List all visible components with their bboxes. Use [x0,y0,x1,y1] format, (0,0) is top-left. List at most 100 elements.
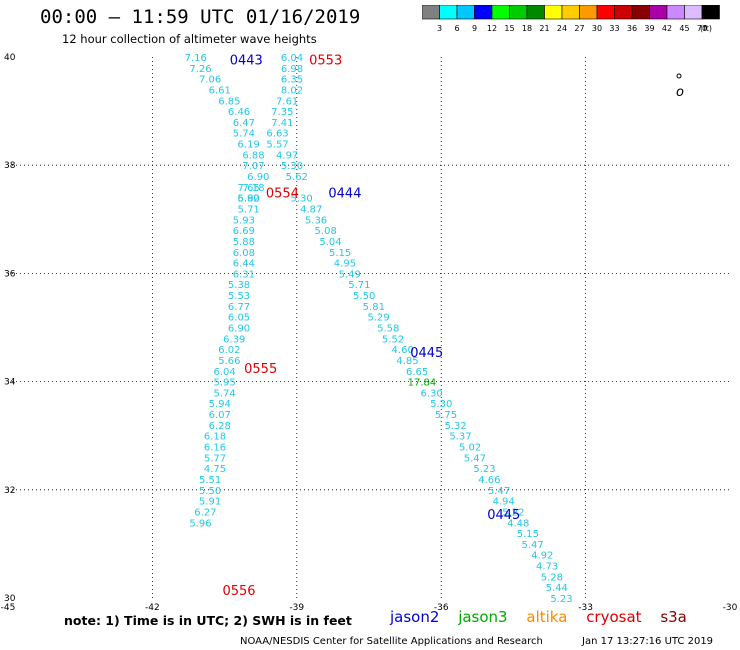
color-scale-label: 33 [609,24,619,33]
swh-value: 5.08 [315,226,337,237]
legend-cryosat: cryosat [586,608,642,626]
swh-value: 5.94 [209,399,231,410]
swh-value: 6.31 [233,269,255,280]
swh-value: 6.07 [209,410,231,421]
swh-value: 17.84 [408,378,437,389]
pass-label: 0445 [487,508,520,523]
color-scale-label: 39 [644,24,654,33]
island-marker: o [676,85,684,100]
swh-value: 5.49 [339,269,361,280]
swh-value: 5.93 [233,215,255,226]
legend-jason3: jason3 [458,608,508,626]
swh-value: 6.19 [238,140,260,151]
swh-value: 4.48 [507,518,529,529]
color-scale-label: 36 [627,24,637,33]
color-scale-label: 15 [504,24,514,33]
swh-value: 5.77 [204,453,226,464]
swh-value: 4.73 [536,562,558,573]
y-tick-label: 32 [4,486,15,496]
swh-value: 6.05 [228,313,250,324]
swh-value: 6.90 [228,324,250,335]
x-tick-label: -39 [289,603,304,613]
x-tick-label: -36 [434,603,449,613]
y-tick-label: 40 [4,53,16,63]
swh-value: 7.41 [271,118,293,129]
x-tick-label: -33 [578,603,593,613]
color-scale-label: 42 [662,24,672,33]
swh-value: 6.88 [242,150,264,161]
legend-s3a: s3a [660,608,687,626]
swh-value: 5.71 [238,204,260,215]
swh-value: 5.15 [329,248,351,259]
swh-value: 6.18 [204,432,226,443]
swh-value: 5.38 [228,280,250,291]
color-scale-label: 12 [487,24,497,33]
swh-value: 5.91 [199,497,221,508]
swh-value: 7.06 [199,75,221,86]
swh-value: 8.02 [281,85,303,96]
swh-value: 7.18 [242,183,264,194]
swh-value: 6.27 [194,507,216,518]
swh-value: 4.66 [478,475,500,486]
swh-value: 6.16 [204,443,226,454]
swh-value: 6.02 [218,345,240,356]
pass-label: 0553 [309,54,342,69]
generated-timestamp: Jan 17 13:27:16 UTC 2019 [582,636,714,647]
swh-value: 6.85 [218,96,240,107]
swh-value: 6.90 [238,194,260,205]
swh-value: 5.28 [541,572,563,583]
swh-value: 7.61 [276,96,298,107]
color-scale-label: 30 [592,24,602,33]
swh-value: 5.62 [286,172,308,183]
swh-value: 5.57 [266,140,288,151]
swh-value: 6.98 [281,64,303,75]
swh-value: 5.32 [445,421,467,432]
chart-title: 00:00 – 11:59 UTC 01/16/2019 [40,6,361,28]
swh-value: 4.75 [204,464,226,475]
swh-value: 4.92 [531,551,553,562]
swh-value: 6.90 [247,172,269,183]
swh-value: 6.35 [281,75,303,86]
swh-value: 5.15 [517,529,539,540]
color-scale-label: 24 [557,24,567,33]
color-scale-label: 3 [437,24,442,33]
swh-value: 6.08 [233,248,255,259]
color-swatch-16 [701,5,720,20]
color-scale-label: 9 [472,24,477,33]
swh-value: 6.39 [223,334,245,345]
x-tick-label: -42 [145,603,160,613]
swh-value: 5.74 [233,129,255,140]
color-scale-bar: 3 6 9 12 15 18 21 24 27 30 33 36 39 42 45 70(ft) [422,5,720,33]
swh-value: 4.60 [392,345,414,356]
swh-value: 6.28 [209,421,231,432]
swh-value: 5.88 [233,237,255,248]
swh-value: 6.47 [233,118,255,129]
x-tick-label: -30 [723,603,738,613]
legend-jason2: jason2 [390,608,440,626]
legend-altika: altika [526,608,568,626]
swh-value: 7.65 [238,183,260,194]
swh-value: 6.63 [266,129,288,140]
y-tick-label: 38 [4,161,16,171]
swh-value: 5.04 [319,237,341,248]
swh-value: 6.65 [406,367,428,378]
swh-value: 5.50 [199,486,221,497]
y-tick-label: 36 [4,269,16,279]
satellite-legend: jason2 jason3 altika cryosat s3a [390,608,701,626]
swh-value: 6.04 [213,367,235,378]
swh-value: 6.61 [209,85,231,96]
swh-value: 5.44 [546,583,568,594]
color-scale-label: 70 [697,24,707,33]
swh-value: 6.04 [281,53,303,64]
color-scale-label: 21 [539,24,549,33]
swh-value: 6.46 [228,107,250,118]
swh-value: 7.26 [189,64,211,75]
swh-value: 5.81 [363,302,385,313]
pass-label: 0445 [410,346,443,361]
swh-value: 4.94 [493,497,515,508]
swh-value: 5.58 [377,324,399,335]
swh-value: 4.85 [396,356,418,367]
color-scale-label: 18 [522,24,532,33]
swh-value: 5.02 [459,443,481,454]
